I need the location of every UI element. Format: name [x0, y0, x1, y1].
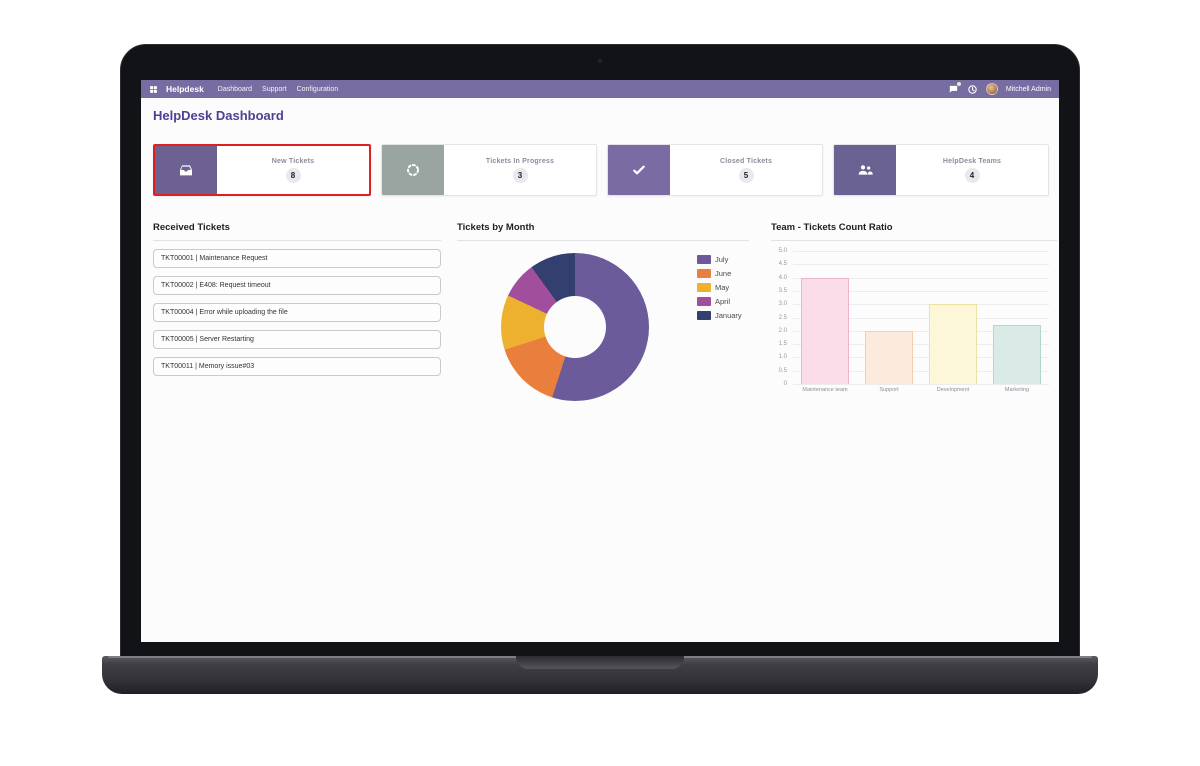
bar-chart-area: 0 0.5 1.0 1.5 2.0 2.5 3.0 3.5 4.0 4.5 5.0 Maintena…	[771, 248, 1057, 411]
bar-yaxis: 0 0.5 1.0 1.5 2.0 2.5 3.0 3.5 4.0 4.5 5.0	[771, 248, 789, 387]
nav-item-support[interactable]: Support	[262, 85, 287, 93]
y-tick-label: 4.5	[778, 261, 787, 268]
y-tick-label: 5.0	[778, 248, 787, 254]
kpi-value-badge: 4	[964, 167, 980, 183]
gridline	[793, 344, 1049, 346]
legend-swatch	[697, 311, 711, 320]
apps-grid-icon[interactable]	[149, 85, 158, 94]
page-title: HelpDesk Dashboard	[153, 108, 284, 123]
kpi-cards-row: New Tickets 8 Tickets In Progress 3	[153, 144, 1049, 196]
ticket-list-item[interactable]: TKT00002 | E408: Request timeout	[153, 276, 441, 295]
legend-swatch	[697, 283, 711, 292]
legend-label: June	[715, 269, 732, 278]
kpi-card-closed-tickets[interactable]: Closed Tickets 5	[607, 144, 823, 196]
kpi-value-badge: 5	[738, 167, 754, 183]
activities-icon[interactable]	[967, 84, 978, 95]
kpi-card-tickets-in-progress[interactable]: Tickets In Progress 3	[381, 144, 597, 196]
kpi-label: New Tickets	[271, 157, 315, 165]
notification-badge	[956, 81, 961, 86]
kpi-label: HelpDesk Teams	[942, 157, 1002, 165]
bar-support	[865, 330, 913, 384]
gridline	[793, 357, 1049, 359]
kpi-card-helpdesk-teams[interactable]: HelpDesk Teams 4	[833, 144, 1049, 196]
y-tick-label: 3.5	[778, 287, 787, 294]
legend-item-july[interactable]: July	[697, 255, 742, 264]
gridline	[793, 384, 1049, 385]
laptop-lid: Helpdesk Dashboard Support Configuration	[120, 44, 1080, 658]
laptop-camera	[597, 58, 603, 64]
legend-item-january[interactable]: January	[697, 311, 742, 320]
ticket-list-item[interactable]: TKT00011 | Memory issue#03	[153, 357, 441, 376]
x-tick-label: Support	[879, 387, 899, 393]
y-tick-label: 0.5	[778, 367, 787, 374]
nav-item-configuration[interactable]: Configuration	[296, 85, 339, 93]
received-tickets-section: Received Tickets TKT00001 | Maintenance …	[153, 222, 441, 376]
team-tickets-ratio-section: Team - Tickets Count Ratio 0 0.5 1.0 1.5 2.0…	[771, 222, 1057, 411]
gridline	[793, 304, 1049, 306]
bar-plot	[793, 251, 1049, 385]
spinner-icon	[382, 145, 444, 195]
gridline	[793, 290, 1049, 292]
legend-swatch	[697, 269, 711, 278]
x-tick-label: Maintenance team	[802, 387, 848, 393]
legend-label: May	[715, 283, 730, 292]
ticket-list-item[interactable]: TKT00001 | Maintenance Request	[153, 249, 441, 268]
bar-xaxis: Maintenance team Support Development Market…	[793, 387, 1049, 398]
app-name[interactable]: Helpdesk	[166, 84, 204, 94]
bar-development	[929, 304, 977, 384]
donut-hole	[544, 296, 606, 358]
x-tick-label: Development	[936, 387, 970, 393]
legend-item-april[interactable]: April	[697, 297, 742, 306]
kpi-label: Closed Tickets	[719, 157, 773, 165]
legend-label: January	[715, 311, 742, 320]
main-menu: Dashboard Support Configuration	[218, 86, 338, 93]
gridline	[793, 277, 1049, 279]
legend-item-may[interactable]: May	[697, 283, 742, 292]
gridline	[793, 330, 1049, 332]
legend-item-june[interactable]: June	[697, 269, 742, 278]
tickets-by-month-title: Tickets by Month	[457, 222, 749, 241]
y-tick-label: 0	[783, 381, 787, 387]
team-icon	[834, 145, 896, 195]
bar-maintenance-team	[801, 277, 849, 384]
legend-label: July	[715, 255, 729, 264]
bar-marketing	[993, 325, 1041, 384]
laptop-base	[102, 656, 1098, 694]
received-tickets-title: Received Tickets	[153, 222, 441, 241]
legend-label: April	[715, 297, 731, 306]
nav-item-dashboard[interactable]: Dashboard	[217, 85, 253, 93]
screen: Helpdesk Dashboard Support Configuration	[141, 80, 1059, 642]
donut-chart	[501, 253, 649, 401]
kpi-value-badge: 8	[285, 167, 301, 183]
tickets-by-month-section: Tickets by Month July June May April January	[457, 222, 749, 411]
legend-swatch	[697, 297, 711, 306]
y-tick-label: 3.0	[778, 301, 787, 308]
check-icon	[608, 145, 670, 195]
gridline	[793, 317, 1049, 319]
kpi-label: Tickets In Progress	[485, 157, 555, 165]
y-tick-label: 2.5	[778, 314, 787, 321]
y-tick-label: 4.0	[778, 274, 787, 281]
user-avatar[interactable]	[985, 83, 998, 95]
team-tickets-ratio-title: Team - Tickets Count Ratio	[771, 222, 1057, 241]
y-tick-label: 2.0	[778, 327, 787, 334]
gridline	[793, 370, 1049, 372]
inbox-icon	[155, 146, 217, 194]
top-nav: Helpdesk Dashboard Support Configuration	[141, 80, 1059, 98]
ticket-list-item[interactable]: TKT00004 | Error while uploading the fil…	[153, 303, 441, 322]
laptop-base-notch	[516, 656, 684, 669]
x-tick-label: Marketing	[1004, 387, 1030, 393]
y-tick-label: 1.5	[778, 341, 787, 348]
gridline	[793, 251, 1049, 252]
ticket-list-item[interactable]: TKT00005 | Server Restarting	[153, 330, 441, 349]
legend-swatch	[697, 255, 711, 264]
donut-legend: July June May April January	[697, 255, 742, 325]
y-tick-label: 1.0	[778, 354, 787, 361]
kpi-value-badge: 3	[512, 167, 528, 183]
donut-chart-area: July June May April January	[457, 241, 749, 411]
user-name[interactable]: Mitchell Admin	[1005, 85, 1051, 93]
gridline	[793, 264, 1049, 266]
messages-icon[interactable]	[948, 81, 961, 95]
kpi-card-new-tickets[interactable]: New Tickets 8	[153, 144, 371, 196]
